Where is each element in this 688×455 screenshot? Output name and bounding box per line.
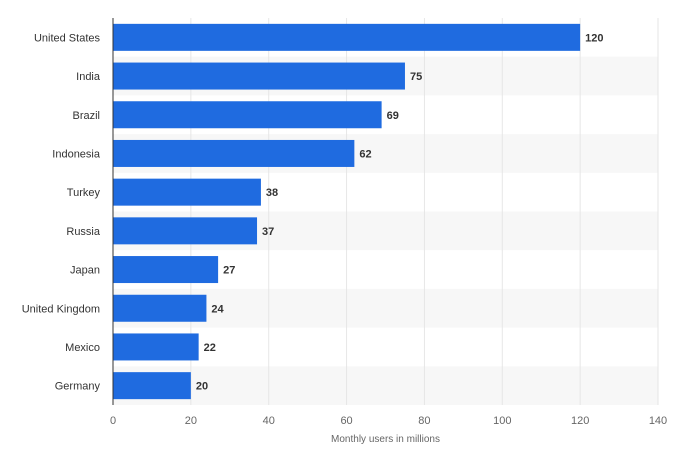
x-tick-label: 0 (110, 415, 116, 427)
bar (113, 178, 261, 206)
bar (113, 333, 199, 361)
category-label: India (76, 71, 101, 83)
value-label: 24 (211, 303, 224, 315)
category-label: United States (34, 32, 101, 44)
value-label: 75 (410, 71, 422, 83)
x-tick-label: 120 (571, 415, 589, 427)
bar (113, 62, 405, 90)
x-tick-label: 80 (418, 415, 430, 427)
row-band (113, 366, 658, 405)
bar (113, 101, 382, 129)
x-tick-label: 140 (649, 415, 667, 427)
value-label: 20 (196, 381, 208, 393)
value-label: 22 (204, 342, 216, 354)
bar (113, 256, 219, 284)
category-label: Turkey (67, 187, 101, 199)
bar (113, 217, 258, 245)
category-label: Russia (66, 226, 101, 238)
value-label: 37 (262, 226, 274, 238)
bar (113, 23, 581, 51)
value-label: 69 (387, 110, 399, 122)
x-tick-label: 40 (263, 415, 275, 427)
bar (113, 139, 355, 167)
bar (113, 372, 191, 400)
x-tick-labels: 0 20 40 60 80 100 120 140 (110, 415, 667, 427)
category-label: Indonesia (52, 148, 101, 160)
category-labels: United States India Brazil Indonesia Turkey R… (22, 32, 101, 392)
category-label: Brazil (72, 110, 100, 122)
category-label: Japan (70, 265, 100, 277)
x-tick-label: 100 (493, 415, 511, 427)
bar (113, 294, 207, 322)
value-label: 38 (266, 187, 278, 199)
x-tick-label: 60 (340, 415, 352, 427)
value-labels: 120 75 69 62 38 37 27 24 22 20 (196, 32, 604, 392)
category-label: Germany (55, 381, 101, 393)
x-tick-label: 20 (185, 415, 197, 427)
row-bands (113, 56, 658, 405)
value-label: 27 (223, 265, 235, 277)
x-axis-title: Monthly users in millions (331, 434, 440, 445)
value-label: 120 (585, 32, 603, 44)
category-label: Mexico (65, 342, 100, 354)
category-label: United Kingdom (22, 303, 100, 315)
value-label: 62 (359, 148, 371, 160)
bars (113, 23, 581, 400)
